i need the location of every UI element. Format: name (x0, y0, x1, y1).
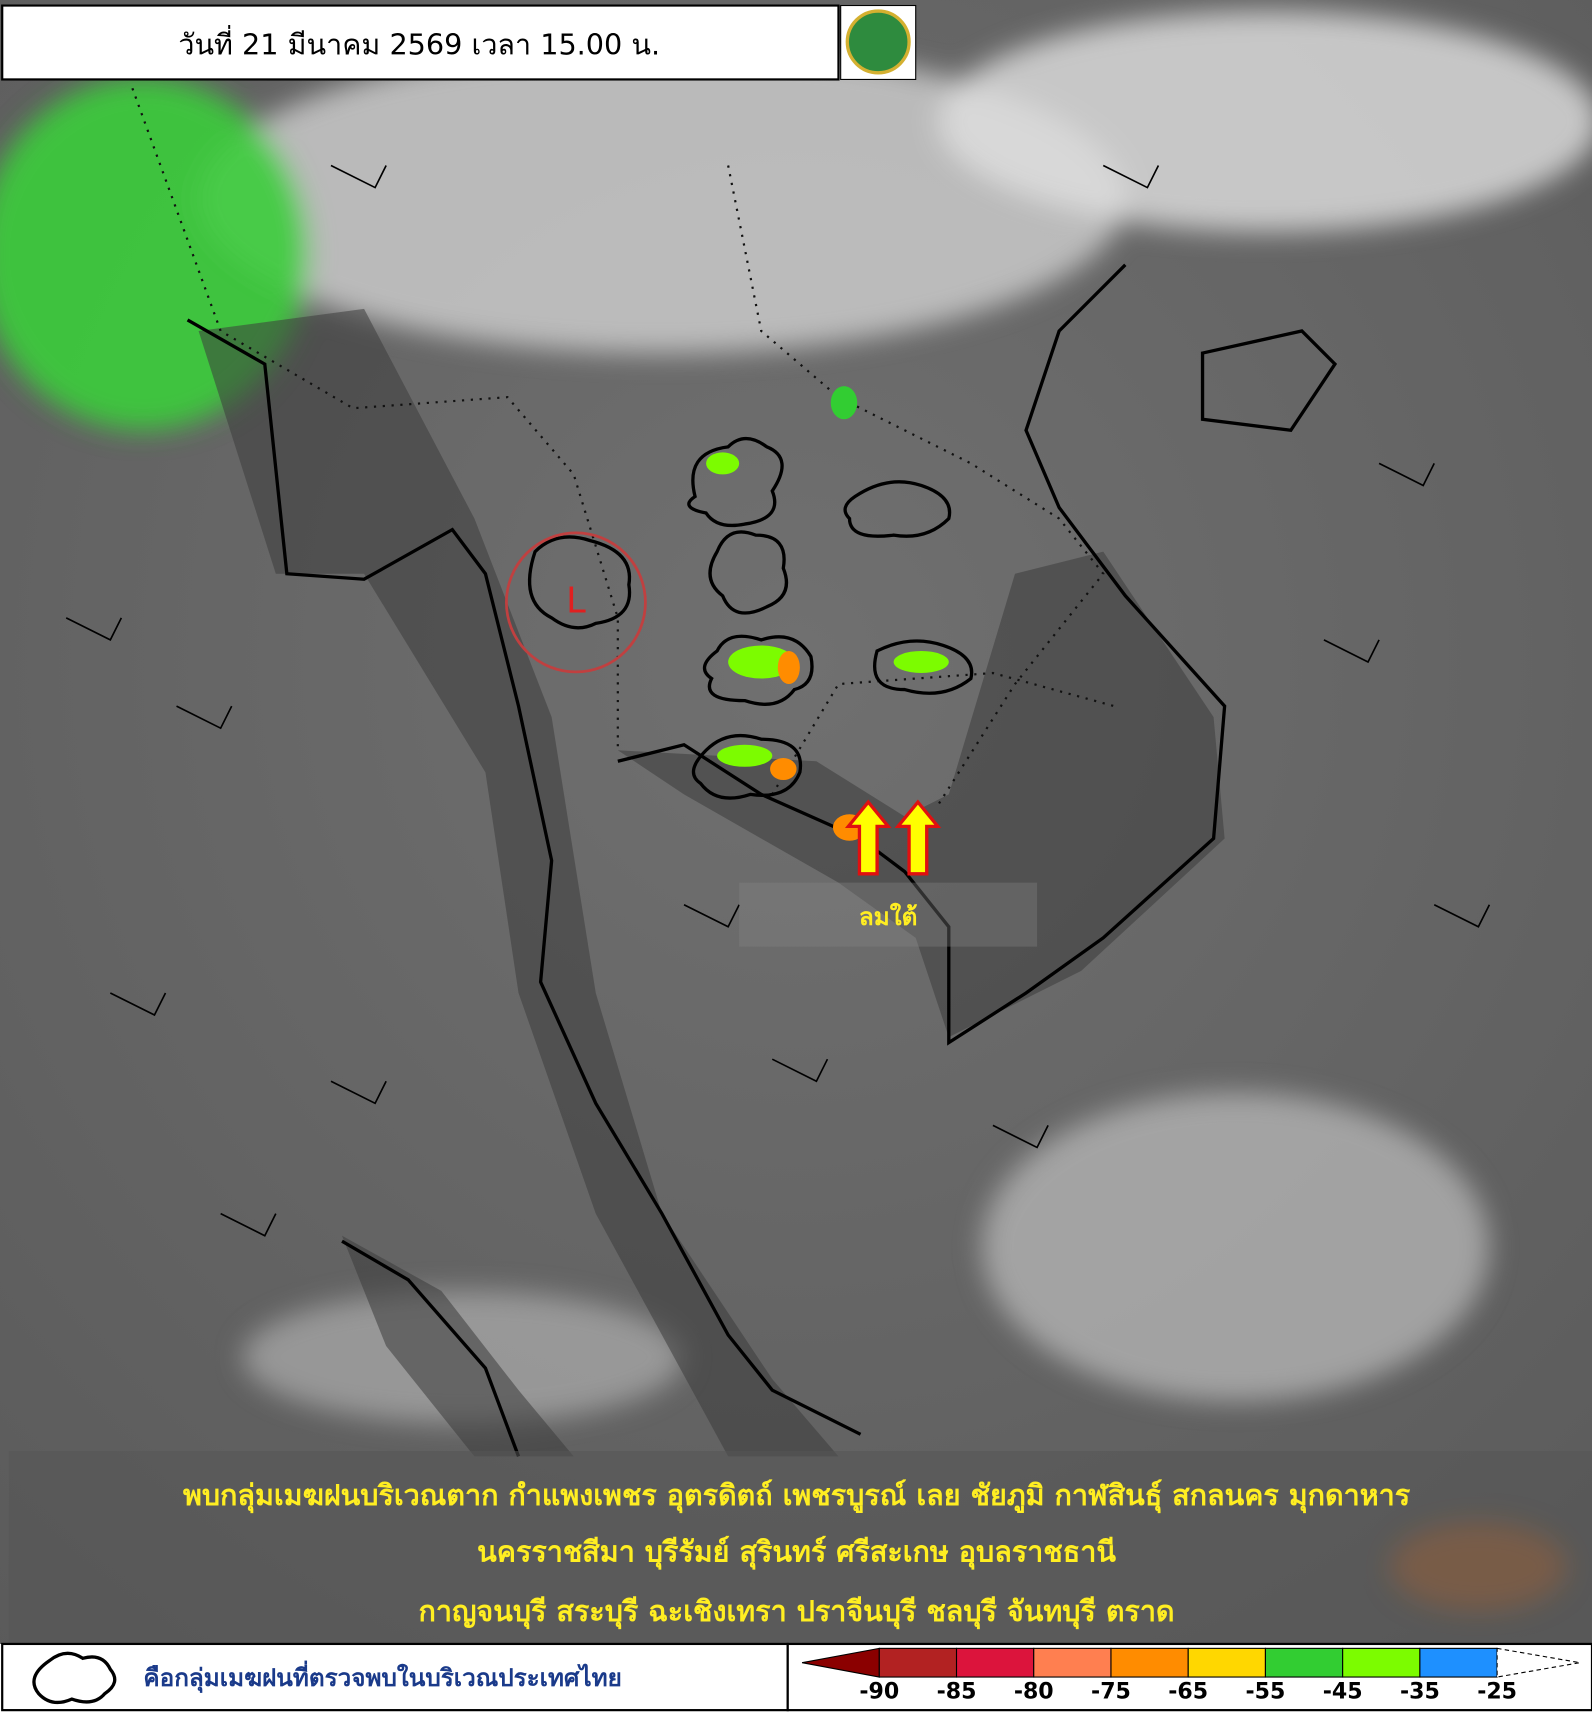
colorbar-label: -80 (1014, 1679, 1054, 1704)
borders (131, 87, 1115, 807)
colorbar-label: -85 (937, 1679, 977, 1704)
colorbar-label: -75 (1091, 1679, 1131, 1704)
wind-arrows (844, 799, 942, 876)
rain-cloud-outlines (527, 436, 974, 800)
low-pressure-circle (505, 531, 647, 674)
summary-line: พบกลุ่มเมฆฝนบริเวณตาก กำแพงเพชร อุตรดิตถ… (183, 1478, 1411, 1513)
colorbar-label: -90 (859, 1679, 899, 1704)
colorbar-label: -35 (1400, 1679, 1440, 1704)
logo (845, 9, 911, 75)
low-pressure-label: L (566, 580, 586, 621)
colorbar-segment (878, 1647, 958, 1678)
colorbar-end (1496, 1647, 1580, 1678)
colorbar-segment (1187, 1647, 1266, 1678)
colorbar-label: -55 (1246, 1679, 1286, 1704)
summary-band (8, 1450, 1592, 1644)
land (198, 308, 1225, 1457)
colorbar-segment (955, 1647, 1035, 1678)
header-box (1, 4, 840, 81)
summary-line: นครราชสีมา บุรีรัมย์ สุรินทร์ ศรีสะเกษ อ… (477, 1534, 1116, 1569)
colorbar-label: -45 (1323, 1679, 1363, 1704)
header-title: วันที่ 21 มีนาคม 2569 เวลา 15.00 น. (178, 24, 660, 61)
legend-cloud-icon (32, 1651, 117, 1705)
colorbar-segment (1342, 1647, 1421, 1678)
colorbar-label: -25 (1477, 1679, 1517, 1704)
colorbar-segment (1033, 1647, 1112, 1678)
summary-line: กาญจนบุรี สระบุรี ฉะเชิงเทรา ปราจีนบุรี … (419, 1594, 1175, 1629)
wind-barbs (65, 164, 1491, 1237)
colorbar-label: -65 (1168, 1679, 1208, 1704)
coastlines (186, 263, 1338, 1457)
legend-label: คือกลุ่มเมฆฝนที่ตรวจพบในบริเวณประเทศไทย (143, 1660, 621, 1694)
colorbar: -90 -85 -80 -75 -65 -55 -45 -35 -25 (801, 1647, 1580, 1704)
wind-label-bg (739, 882, 1038, 947)
wind-label: ลมใต้ (859, 902, 917, 931)
colorbar-segment (1264, 1647, 1344, 1678)
colorbar-segment (1419, 1647, 1498, 1678)
colorbar-segment (1110, 1647, 1189, 1678)
legend-box (1, 1642, 789, 1712)
